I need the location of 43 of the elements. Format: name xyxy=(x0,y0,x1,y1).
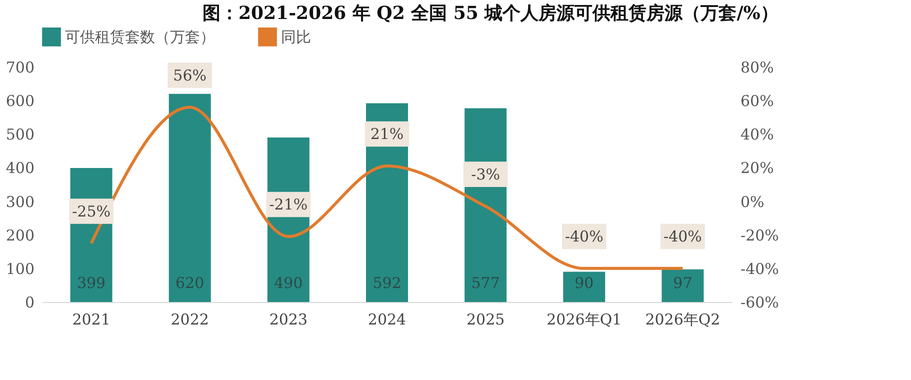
data-label: 577 xyxy=(471,274,500,292)
x-tick-label: 2025 xyxy=(466,310,505,328)
data-label: 56% xyxy=(173,66,207,84)
x-tick-label: 2024 xyxy=(368,310,406,328)
legend-label: 同比 xyxy=(281,28,311,46)
data-label: -40% xyxy=(564,227,604,246)
data-label: 592 xyxy=(372,274,402,292)
data-label: 21% xyxy=(370,125,404,144)
y-tick-label: 400 xyxy=(6,159,34,178)
y-tick-label: 100 xyxy=(6,260,34,278)
bar xyxy=(168,94,211,302)
y-tick-label: 0 xyxy=(24,294,34,312)
bar xyxy=(662,269,704,302)
chart-title: 图：2021-2026 年 Q2 全国 55 城个人房源可供租赁房源（万套/%） xyxy=(202,3,778,24)
data-label: -21% xyxy=(269,196,308,214)
data-label: 490 xyxy=(274,274,303,292)
y2-tick-label: -20% xyxy=(740,226,779,244)
x-tick-label: 2022 xyxy=(170,310,209,328)
bar xyxy=(563,272,606,302)
y2-tick-label: 80% xyxy=(740,58,774,76)
y2-tick-label: 60% xyxy=(740,92,774,110)
legend-label: 可供租赁套数（万套） xyxy=(65,28,215,46)
data-label: 90 xyxy=(574,274,594,292)
data-label: 620 xyxy=(176,274,204,292)
data-label: 399 xyxy=(76,274,106,292)
x-tick-label: 2026年Q2 xyxy=(645,310,720,328)
y-tick-label: 500 xyxy=(6,126,34,144)
y-tick-label: 600 xyxy=(6,92,34,110)
x-tick-label: 2023 xyxy=(269,310,308,328)
y2-tick-label: 40% xyxy=(740,126,774,144)
y2-tick-label: 20% xyxy=(740,159,774,178)
y-tick-label: 300 xyxy=(6,192,34,211)
y2-tick-label: -40% xyxy=(740,260,779,278)
data-label: 97 xyxy=(673,274,692,292)
y2-tick-label: -60% xyxy=(740,294,779,312)
x-tick-label: 2026年Q1 xyxy=(546,310,622,328)
data-label: -25% xyxy=(72,202,110,220)
y2-tick-label: 0% xyxy=(740,192,764,211)
x-tick-label: 2021 xyxy=(72,310,110,328)
data-label: -3% xyxy=(471,165,500,184)
y-tick-label: 700 xyxy=(6,58,34,76)
data-label: -40% xyxy=(664,227,702,246)
y-tick-label: 200 xyxy=(6,226,34,244)
